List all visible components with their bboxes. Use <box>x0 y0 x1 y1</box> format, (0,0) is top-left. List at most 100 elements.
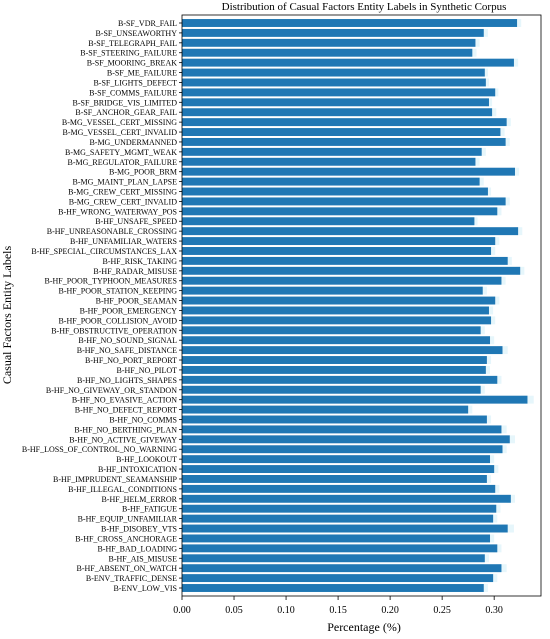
category-label: B-HF_NO_BERTHING_PLAN <box>74 425 177 434</box>
bar <box>182 375 498 384</box>
bar <box>182 296 496 305</box>
bar <box>182 365 486 374</box>
bar <box>182 68 485 77</box>
category-label: B-MG_MAINT_PLAN_LAPSE <box>73 178 178 187</box>
bar <box>182 415 487 424</box>
bar <box>182 356 487 364</box>
y-axis-title: Casual Factors Entity Labels <box>0 246 14 385</box>
bar <box>182 177 480 186</box>
category-label: B-HF_BAD_LOADING <box>97 544 177 553</box>
error-band <box>491 237 500 246</box>
category-label: B-MG_CREW_CERT_INVALID <box>69 197 177 206</box>
bar <box>182 217 475 226</box>
category-label: B-HF_IMPRUDENT_SEAMANSHIP <box>53 475 178 484</box>
category-label: B-HF_FATIGUE <box>122 505 177 514</box>
category-label: B-MG_VESSEL_CERT_MISSING <box>62 118 177 127</box>
error-band <box>491 296 500 305</box>
x-tick-label: 0.30 <box>485 605 503 616</box>
category-label: B-HF_POOR_SEAMAN <box>96 297 178 306</box>
category-label: B-SF_VDR_FAIL <box>118 19 177 28</box>
category-label: B-HF_NO_LIGHTS_SHAPES <box>77 376 177 385</box>
bar <box>182 445 503 454</box>
bar <box>182 48 473 57</box>
bar <box>182 187 488 196</box>
bar <box>182 435 510 444</box>
error-band <box>513 227 523 236</box>
x-tick-label: 0.15 <box>329 605 347 616</box>
x-tick-label: 0.05 <box>225 605 243 616</box>
category-label: B-MG_POOR_BRM <box>109 168 177 177</box>
category-label: B-HF_RISK_TAKING <box>103 257 178 266</box>
x-tick-label: 0.10 <box>277 605 295 616</box>
bar <box>182 484 496 493</box>
category-label: B-HF_NO_EVASIVE_ACTION <box>72 396 177 405</box>
category-label: B-MG_VESSEL_CERT_INVALID <box>63 128 178 137</box>
bar <box>182 405 469 414</box>
category-label: B-HF_POOR_TYPHOON_MEASURES <box>45 277 177 286</box>
category-label: B-SF_UNSEAWORTHY <box>95 29 177 38</box>
bar <box>182 425 502 434</box>
bar <box>182 128 501 136</box>
category-label: B-HF_NO_SOUND_SIGNAL <box>78 336 177 345</box>
category-label: B-HF_CROSS_ANCHORAGE <box>75 534 177 543</box>
bar <box>182 147 482 156</box>
category-label: B-HF_POOR_STATION_KEEPING <box>59 287 178 296</box>
category-label: B-HF_DISOBEY_VTS <box>101 525 177 534</box>
bar <box>182 564 502 573</box>
category-label: B-HF_WRONG_WATERWAY_POS <box>58 207 177 216</box>
bar <box>182 574 494 583</box>
category-label: B-SF_ME_FAILURE <box>107 69 177 78</box>
x-tick-label: 0.00 <box>173 605 191 616</box>
bar <box>182 494 511 503</box>
bar <box>182 504 497 513</box>
error-band <box>476 385 485 394</box>
category-label: B-SF_TELEGRAPH_FAIL <box>88 39 177 48</box>
category-label: B-HF_NO_PILOT <box>117 366 178 375</box>
category-label: B-HF_ABSENT_ON_WATCH <box>77 564 178 573</box>
bar <box>182 157 476 166</box>
bar <box>182 108 493 117</box>
bar <box>182 256 508 265</box>
category-label: B-HF_ILLEGAL_CONDITIONS <box>68 485 177 494</box>
bar <box>182 346 503 355</box>
category-label: B-HF_POOR_EMERGENCY <box>80 306 178 315</box>
bar <box>182 78 486 87</box>
bar <box>182 28 484 37</box>
category-label: B-HF_HELM_ERROR <box>101 495 177 504</box>
category-label: B-HF_NO_DEFECT_REPORT <box>75 406 177 415</box>
chart-title: Distribution of Casual Factors Entity La… <box>222 1 507 13</box>
bar <box>182 475 487 483</box>
bar <box>182 58 514 67</box>
bar <box>182 395 528 404</box>
category-label: B-SF_LIGHTS_DEFECT <box>93 78 177 87</box>
bar <box>182 137 506 146</box>
plot-frame <box>181 14 542 597</box>
error-band <box>501 524 514 533</box>
category-label: B-HF_UNFAMILIAR_WATERS <box>70 237 177 246</box>
bar <box>182 316 492 325</box>
bar <box>182 247 492 255</box>
category-label: B-MG_CREW_CERT_MISSING <box>68 188 177 197</box>
category-label: B-HF_NO_COMMS <box>109 415 177 424</box>
category-label: B-HF_NO_PORT_REPORT <box>85 356 177 365</box>
category-label: B-HF_LOOKOUT <box>116 455 177 464</box>
bar <box>182 326 481 335</box>
category-label: B-HF_RADAR_MISUSE <box>93 267 177 276</box>
category-label: B-HF_UNREASONABLE_CROSSING <box>47 227 177 236</box>
category-label: B-SF_COMMS_FAILURE <box>89 88 177 97</box>
bar <box>182 19 518 27</box>
bar <box>182 544 498 553</box>
category-label: B-HF_AIS_MISUSE <box>109 554 178 563</box>
bar <box>182 306 489 315</box>
bar <box>182 385 481 394</box>
category-label: B-HF_NO_SAFE_DISTANCE <box>77 346 177 355</box>
category-label: B-MG_UNDERMANNED <box>89 138 177 147</box>
bar <box>182 514 494 523</box>
bar <box>182 584 484 592</box>
bar <box>182 524 508 533</box>
error-band <box>491 484 500 493</box>
bar <box>182 276 502 285</box>
bar <box>182 286 483 295</box>
bar <box>182 88 496 97</box>
